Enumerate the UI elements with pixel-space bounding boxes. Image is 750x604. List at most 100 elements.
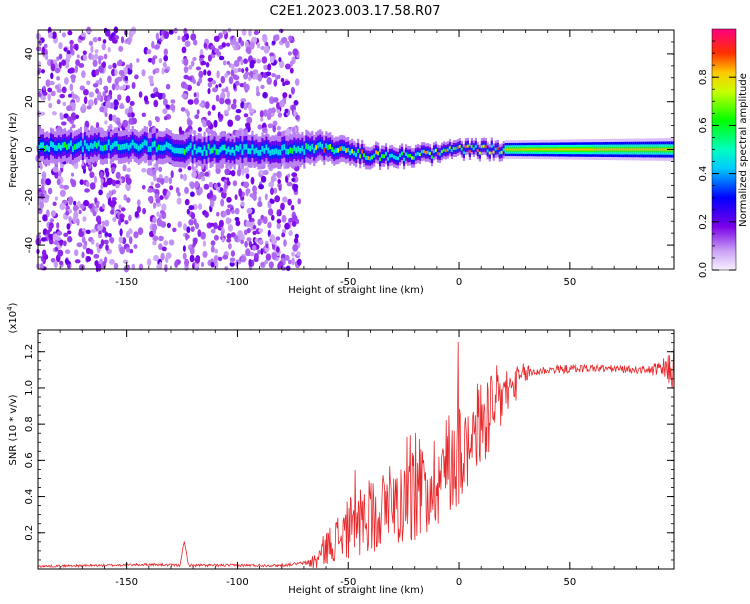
y-tick-label: -40 (24, 237, 35, 253)
y-tick-label: 0 (24, 146, 35, 152)
heatmap-band-cell (271, 149, 273, 155)
heatmap-cell (285, 41, 290, 48)
heatmap-cell (190, 191, 195, 197)
x-tick-label: 0 (456, 577, 462, 588)
heatmap-cell (77, 201, 81, 207)
heatmap-band-cell (433, 150, 435, 153)
heatmap-cell (204, 43, 207, 49)
heatmap-cell (281, 233, 285, 238)
heatmap-band-cell (648, 148, 650, 150)
heatmap-band-cell (76, 143, 78, 149)
heatmap-band-cell (447, 148, 449, 151)
heatmap-cell (98, 234, 102, 238)
heatmap-cell (184, 259, 189, 267)
heatmap-band-cell (357, 149, 359, 153)
heatmap-band-cell (297, 146, 299, 152)
heatmap-cell (166, 84, 170, 90)
heatmap-cell (227, 204, 233, 208)
heatmap-cell (69, 67, 75, 73)
heatmap-cell (127, 37, 131, 45)
heatmap-cell (171, 170, 174, 178)
heatmap-cell (214, 249, 218, 254)
heatmap-cell (184, 66, 189, 72)
heatmap-band-cell (82, 147, 84, 153)
heatmap-cell (211, 80, 216, 85)
heatmap-cell (209, 223, 214, 227)
heatmap-cell (89, 41, 93, 46)
heatmap-band-cell (180, 148, 182, 154)
heatmap-cell (83, 54, 87, 61)
heatmap-cell (194, 92, 197, 97)
heatmap-cell (227, 106, 230, 111)
heatmap-cell (75, 65, 78, 73)
heatmap-cell (222, 42, 226, 48)
heatmap-cell (89, 172, 94, 179)
heatmap-band-cell (451, 149, 453, 152)
heatmap-band-cell (257, 150, 259, 156)
heatmap-cell (216, 70, 219, 78)
heatmap-band-cell (144, 140, 146, 146)
heatmap-cell (187, 166, 191, 171)
heatmap-cell (234, 60, 240, 67)
heatmap-band-cell (64, 142, 66, 148)
heatmap-band-cell (419, 153, 421, 156)
heatmap-cell (288, 35, 292, 40)
heatmap-cell (190, 247, 195, 255)
heatmap-cell (278, 261, 283, 268)
heatmap-cell (277, 171, 281, 177)
heatmap-band-cell (391, 154, 393, 158)
heatmap-cell (201, 262, 204, 267)
heatmap-cell (257, 250, 260, 255)
heatmap-cell (291, 205, 295, 211)
heatmap-cell (67, 236, 72, 243)
heatmap-cell (107, 96, 110, 101)
heatmap-cell (249, 252, 254, 256)
heatmap-cell (264, 109, 268, 117)
colorbar-label: Normalized spectral amplitude (738, 73, 749, 227)
heatmap-cell (196, 66, 201, 70)
heatmap-cell (183, 28, 187, 35)
y-tick-label: 1.2 (24, 344, 35, 360)
x-tick-label: -100 (226, 577, 249, 588)
heatmap-cell (163, 55, 168, 62)
heatmap-cell (189, 205, 195, 210)
heatmap-cell (229, 76, 234, 84)
heatmap-band-cell (136, 144, 138, 150)
heatmap-band-cell (379, 157, 381, 161)
heatmap-band-cell (367, 156, 369, 160)
heatmap-band-cell (86, 143, 88, 149)
heatmap-band-cell (122, 144, 124, 150)
heatmap-band-cell (501, 151, 503, 154)
heatmap-cell (114, 263, 118, 270)
heatmap-cell (226, 43, 230, 47)
heatmap-cell (57, 179, 61, 186)
heatmap-cell (147, 49, 152, 54)
heatmap-cell (163, 31, 169, 39)
heatmap-cell (178, 168, 182, 172)
heatmap-cell (161, 204, 166, 211)
heatmap-cell (248, 259, 251, 267)
heatmap-band-cell (561, 149, 563, 151)
heatmap-cell (291, 252, 295, 257)
heatmap-cell (268, 208, 273, 215)
heatmap-cell (63, 185, 69, 190)
heatmap-band-cell (214, 144, 216, 150)
heatmap-band-cell (569, 149, 571, 151)
heatmap-band-cell (660, 148, 662, 150)
heatmap-cell (45, 194, 50, 199)
heatmap-band-cell (52, 142, 54, 148)
heatmap-cell (169, 239, 174, 245)
heatmap-cell (267, 113, 271, 120)
heatmap-cell (182, 47, 187, 54)
heatmap-cell (197, 109, 200, 114)
heatmap-band-cell (301, 146, 303, 152)
heatmap-cell (142, 113, 146, 117)
heatmap-cell (164, 49, 168, 56)
heatmap-cell (88, 204, 92, 209)
heatmap-cell (139, 91, 143, 98)
heatmap-cell (126, 178, 131, 185)
heatmap-cell (95, 88, 99, 94)
heatmap-cell (57, 99, 61, 104)
heatmap-cell (187, 226, 191, 233)
heatmap-cell (72, 94, 78, 99)
